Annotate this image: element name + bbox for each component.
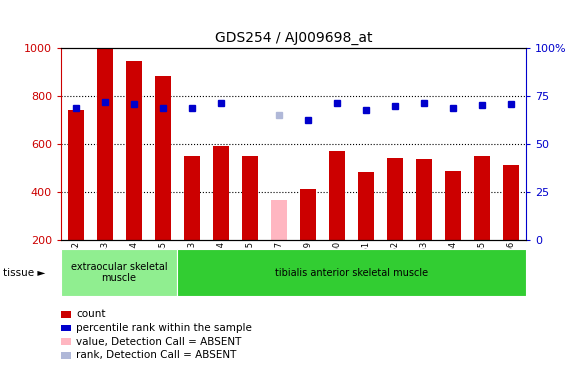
- Bar: [445, 171, 461, 240]
- Bar: [155, 76, 171, 240]
- Bar: [329, 152, 345, 240]
- Bar: [242, 156, 258, 240]
- Text: percentile rank within the sample: percentile rank within the sample: [76, 323, 252, 333]
- Bar: [61, 311, 71, 318]
- Bar: [474, 156, 490, 240]
- Bar: [61, 249, 177, 296]
- Bar: [271, 200, 287, 240]
- Bar: [387, 158, 403, 240]
- Bar: [61, 352, 71, 359]
- Bar: [96, 49, 113, 240]
- Bar: [213, 146, 229, 240]
- Bar: [125, 61, 142, 240]
- Title: GDS254 / AJ009698_at: GDS254 / AJ009698_at: [214, 31, 372, 45]
- Text: value, Detection Call = ABSENT: value, Detection Call = ABSENT: [76, 337, 241, 347]
- Text: rank, Detection Call = ABSENT: rank, Detection Call = ABSENT: [76, 351, 236, 361]
- Bar: [67, 110, 84, 240]
- Text: tibialis anterior skeletal muscle: tibialis anterior skeletal muscle: [275, 268, 428, 278]
- Bar: [184, 156, 200, 240]
- Bar: [503, 165, 519, 240]
- Text: extraocular skeletal
muscle: extraocular skeletal muscle: [71, 262, 167, 284]
- Bar: [61, 325, 71, 331]
- Bar: [416, 159, 432, 240]
- Bar: [358, 172, 374, 240]
- Text: tissue ►: tissue ►: [3, 268, 45, 278]
- Bar: [177, 249, 526, 296]
- Bar: [61, 339, 71, 345]
- Text: count: count: [76, 309, 105, 319]
- Bar: [300, 189, 316, 240]
